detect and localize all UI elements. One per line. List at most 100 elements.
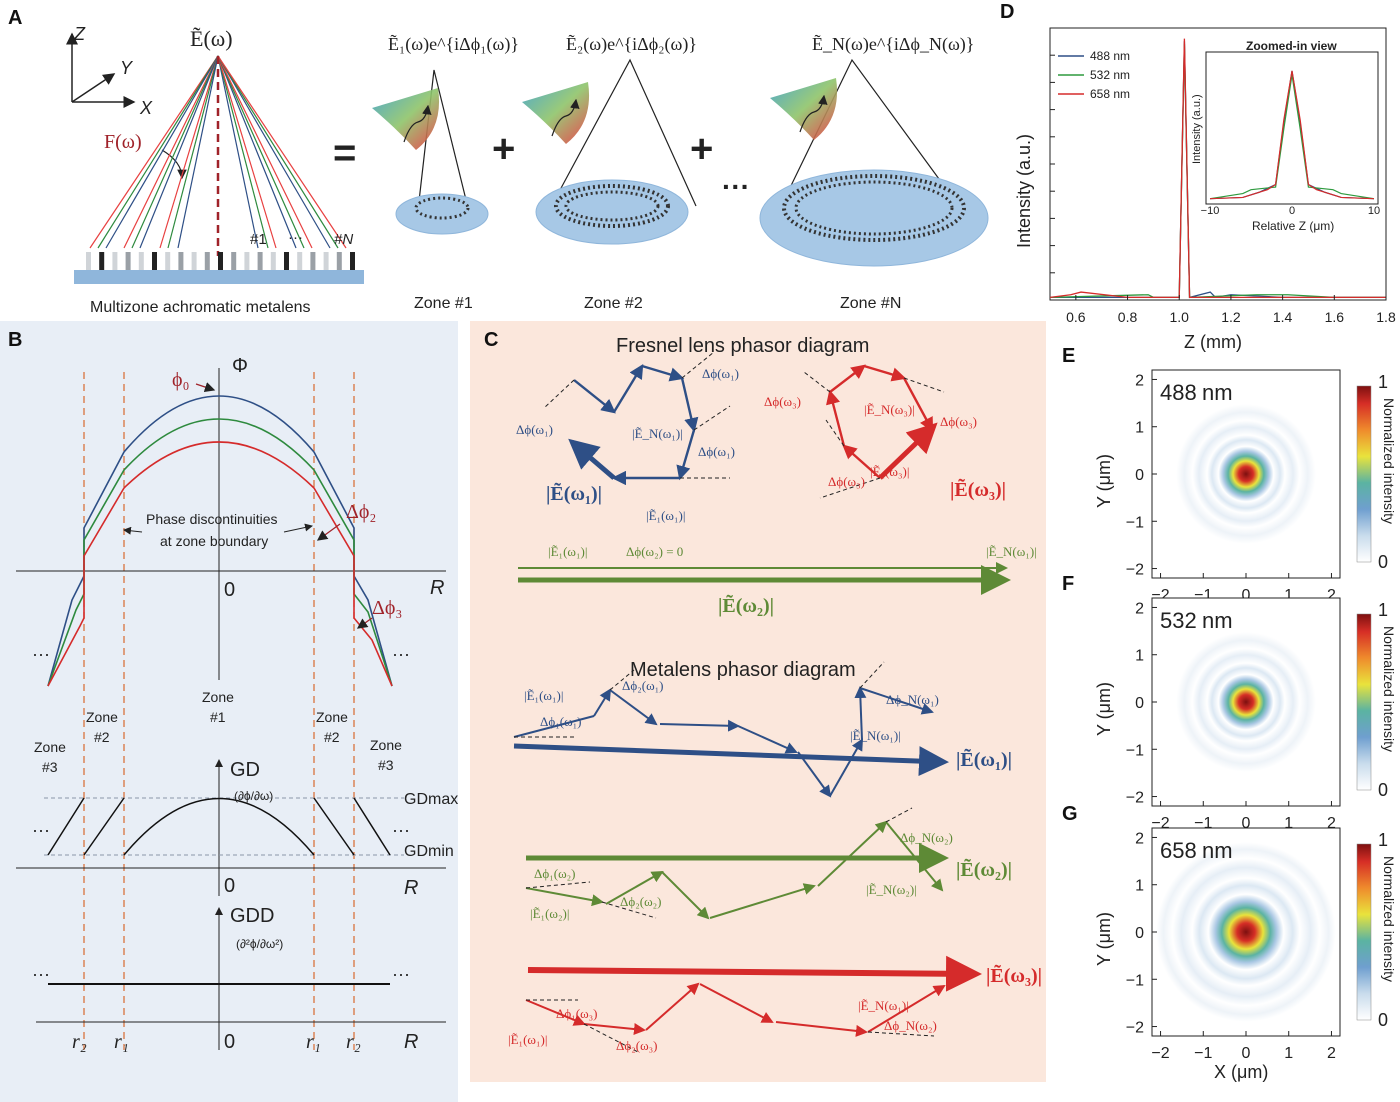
focal-label: F(ω) bbox=[104, 131, 142, 153]
focal-spot bbox=[1164, 392, 1328, 556]
y-tick-label: −1 bbox=[1126, 742, 1144, 759]
zone-last-label: #N bbox=[334, 231, 353, 248]
colorbar bbox=[1356, 843, 1372, 1021]
fresnel-phasor-w1 bbox=[543, 351, 731, 486]
inset-x-tick-label: 10 bbox=[1368, 205, 1380, 217]
zone2-left-num: #2 bbox=[94, 729, 110, 745]
y-tick-label: 2 bbox=[1135, 600, 1144, 617]
inset-title: Zoomed-in view bbox=[1246, 39, 1337, 53]
metalens-caption: Multizone achromatic metalens bbox=[90, 299, 311, 316]
zone3-right-word: Zone bbox=[370, 737, 402, 753]
nanopillar bbox=[165, 252, 171, 270]
focal-spot bbox=[1156, 842, 1336, 1022]
y-tick-label: 1 bbox=[1135, 420, 1144, 437]
nanopillar bbox=[323, 252, 329, 270]
r2-left-label: r₂ bbox=[72, 1031, 87, 1053]
m-en-w3: |Ẽ_N(ω₁)| bbox=[858, 998, 909, 1013]
y-tick-label: −2 bbox=[1126, 790, 1144, 807]
x-tick-label: 1.4 bbox=[1273, 309, 1293, 325]
zone-n-term: Ẽ_N(ω)e^{iΔϕ_N(ω)} bbox=[812, 33, 974, 55]
x-tick-label: 0.6 bbox=[1066, 309, 1086, 325]
f-dphi-w1-b: Δϕ(ω₁) bbox=[702, 366, 739, 381]
y-axis-label: Y (μm) bbox=[1094, 454, 1114, 508]
m-dphi2-w3: Δϕ₂(ω₃) bbox=[616, 1038, 657, 1053]
nanopillar bbox=[244, 252, 250, 270]
m-dphi2-w2: Δϕ₂(ω₂) bbox=[620, 894, 661, 909]
gd-curve bbox=[47, 797, 391, 856]
inset-x-tick-label: −10 bbox=[1201, 205, 1220, 217]
zone3-left-num: #3 bbox=[42, 759, 58, 775]
gdd-formula: (∂²ϕ/∂ω²) bbox=[236, 937, 283, 951]
f-etot-w2: |Ẽ(ω₂)| bbox=[718, 594, 774, 617]
m-dphin-w3: Δϕ_N(ω₂) bbox=[884, 1018, 937, 1033]
f-dphi-w1-c: Δϕ(ω₁) bbox=[698, 444, 735, 459]
nanopillar bbox=[152, 252, 157, 270]
y-tick-label: 0 bbox=[1135, 925, 1144, 942]
m-e1-w2: |Ẽ₁(ω₂)| bbox=[530, 906, 569, 921]
y-tick-label: 2 bbox=[1135, 372, 1144, 389]
m-dphin-w2: Δϕ_N(ω₂) bbox=[900, 830, 953, 845]
colorbar bbox=[1356, 385, 1372, 563]
inset-ylabel: Intensity (a.u.) bbox=[1191, 94, 1203, 164]
y-tick-label: 1 bbox=[1135, 648, 1144, 665]
y-axis-label: Y (μm) bbox=[1094, 912, 1114, 966]
x-tick-label: 2 bbox=[1327, 587, 1336, 604]
panel-c-letter: C bbox=[484, 329, 498, 351]
nanopillar bbox=[138, 252, 144, 270]
plus-sign-1: + bbox=[492, 127, 515, 171]
metalens-title: Metalens phasor diagram bbox=[630, 659, 856, 681]
zone-n-caption: Zone #N bbox=[840, 295, 901, 312]
r-axis-label-2: R bbox=[404, 877, 418, 899]
series-658-nm bbox=[1049, 38, 1386, 299]
x-tick-label: 1.6 bbox=[1325, 309, 1345, 325]
f-dphi-w1-a: Δϕ(ω₁) bbox=[516, 422, 553, 437]
wavelength-value: 658 bbox=[1160, 838, 1197, 863]
m-e1-w1: |Ẽ₁(ω₁)| bbox=[524, 688, 563, 703]
coordinate-axes: Z Y X bbox=[66, 24, 153, 118]
plot-d-legend: 488 nm 532 nm 658 nm bbox=[1058, 49, 1130, 101]
m-etot-w2: |Ẽ(ω₂)| bbox=[956, 858, 1012, 881]
fresnel-phasor-w3 bbox=[803, 364, 945, 499]
y-tick-label: −1 bbox=[1126, 514, 1144, 531]
x-tick-label: 0 bbox=[1242, 815, 1251, 832]
panel-letter: G bbox=[1062, 803, 1078, 825]
wavelength-value: 488 bbox=[1160, 380, 1197, 405]
zone1-word: Zone bbox=[202, 689, 234, 705]
inset-series-532-nm bbox=[1209, 74, 1375, 200]
nanopillar bbox=[350, 252, 355, 270]
panel-d: D Intensity (a.u.) Z (mm) 0.6 0.8 1.0 1.2 1.… bbox=[1000, 1, 1396, 352]
zone-2-caption: Zone #2 bbox=[584, 295, 643, 312]
axis-z-label: Z bbox=[73, 24, 86, 44]
panel-g: G 658 nm −2 −1 0 1 2 2 1 0 −1 −2 Y (μm) X (μm) 1 0 Normal… bbox=[1062, 803, 1397, 1082]
panel-letter: E bbox=[1062, 345, 1075, 367]
x-tick-label: −2 bbox=[1151, 1045, 1169, 1062]
zone-first-label: #1 bbox=[250, 231, 267, 248]
zero-label-1: 0 bbox=[224, 579, 235, 601]
x-tick-label: 1 bbox=[1284, 587, 1293, 604]
panel-c-background bbox=[470, 321, 1046, 1082]
x-tick-label: 1.0 bbox=[1169, 309, 1189, 325]
r2-right-label: r₂ bbox=[346, 1031, 361, 1053]
f-etot-w3: |Ẽ(ω₃)| bbox=[950, 478, 1006, 501]
nanopillar bbox=[297, 252, 303, 270]
colorbar-max: 1 bbox=[1378, 600, 1388, 620]
f-en-w2: |Ẽ_N(ω₁)| bbox=[986, 544, 1037, 559]
m-en-w1: |Ẽ_N(ω₁)| bbox=[850, 728, 901, 743]
x-axis-label: X (μm) bbox=[1214, 1062, 1268, 1082]
dots-right-2: ··· bbox=[392, 820, 410, 840]
m-etot-w3: |Ẽ(ω₃)| bbox=[986, 964, 1042, 987]
nanopillar bbox=[257, 252, 263, 270]
inset-series-658-nm bbox=[1209, 70, 1375, 200]
wavelength-unit: nm bbox=[1202, 838, 1233, 863]
phase-curves bbox=[47, 395, 393, 687]
colorbar-label: Normalized intensity bbox=[1381, 626, 1397, 752]
nanopillar bbox=[204, 252, 210, 270]
zone3-left-word: Zone bbox=[34, 739, 66, 755]
panel-letter: F bbox=[1062, 573, 1074, 595]
equals-sign: = bbox=[333, 131, 356, 175]
fresnel-phasor-w2 bbox=[518, 562, 1011, 595]
zone-n-illustration: Ẽ_N(ω)e^{iΔϕ_N(ω)} bbox=[759, 33, 989, 267]
nanopillar bbox=[270, 252, 276, 270]
